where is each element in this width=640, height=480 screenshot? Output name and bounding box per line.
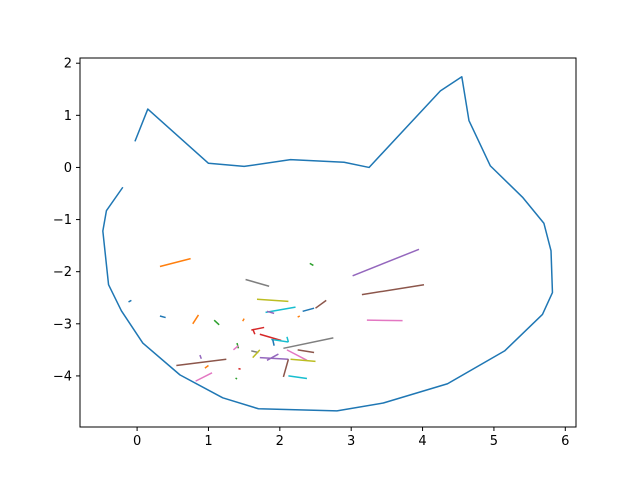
segment-31 bbox=[282, 359, 290, 378]
segment-11 bbox=[256, 298, 289, 303]
x-tick-label: 2 bbox=[276, 434, 284, 449]
segment-10 bbox=[245, 278, 270, 288]
segment-22 bbox=[271, 338, 289, 343]
y-tick-label: −1 bbox=[53, 213, 72, 228]
segment-28 bbox=[286, 349, 308, 361]
segment-25 bbox=[286, 336, 290, 343]
segment-39 bbox=[352, 248, 420, 277]
segment-40 bbox=[361, 283, 425, 296]
x-tick-label: 1 bbox=[204, 434, 212, 449]
segment-9 bbox=[195, 372, 213, 382]
segment-29 bbox=[290, 358, 316, 363]
segment-16 bbox=[252, 328, 256, 335]
axes-frame bbox=[79, 57, 577, 428]
plot-area bbox=[102, 76, 554, 412]
segment-26 bbox=[259, 356, 289, 360]
x-tick-label: 5 bbox=[490, 434, 498, 449]
segment-27 bbox=[266, 353, 279, 361]
segment-33 bbox=[238, 367, 241, 370]
x-tick-label: 4 bbox=[418, 434, 426, 449]
y-tick-label: 2 bbox=[64, 57, 72, 72]
segment-30 bbox=[297, 349, 315, 354]
segment-38 bbox=[309, 262, 314, 267]
segment-8 bbox=[204, 364, 209, 369]
segment-6 bbox=[176, 358, 227, 367]
segment-21 bbox=[252, 349, 261, 359]
series-outline bbox=[102, 76, 554, 412]
x-tick-label: 0 bbox=[133, 434, 141, 449]
segment-23 bbox=[271, 339, 275, 346]
y-axis: 2 1 0 −1 −2 −3 −4 bbox=[53, 57, 80, 384]
segment-5 bbox=[213, 319, 220, 326]
segment-17 bbox=[259, 333, 282, 342]
y-tick-label: −2 bbox=[53, 265, 72, 280]
segment-1 bbox=[159, 257, 191, 268]
segment-19 bbox=[232, 345, 239, 351]
segment-7 bbox=[199, 354, 203, 359]
segment-36 bbox=[315, 299, 327, 309]
segment-14 bbox=[242, 318, 245, 322]
segment-32 bbox=[288, 375, 308, 380]
y-tick-label: 0 bbox=[64, 161, 72, 176]
segment-13 bbox=[266, 310, 275, 315]
segment-34 bbox=[235, 377, 238, 380]
x-tick-label: 6 bbox=[561, 434, 569, 449]
segment-12 bbox=[265, 306, 296, 314]
y-tick-label: 1 bbox=[64, 109, 72, 124]
segment-2 bbox=[128, 299, 132, 303]
segment-41 bbox=[366, 319, 403, 322]
segment-24 bbox=[283, 337, 334, 350]
y-tick-label: −4 bbox=[53, 369, 72, 384]
segment-37 bbox=[297, 315, 301, 318]
x-tick-label: 3 bbox=[347, 434, 355, 449]
x-axis: 0 1 2 3 4 5 6 bbox=[133, 427, 569, 449]
segment-35 bbox=[302, 307, 315, 313]
y-tick-label: −3 bbox=[53, 317, 72, 332]
segment-3 bbox=[159, 315, 166, 319]
segment-4 bbox=[192, 314, 200, 325]
